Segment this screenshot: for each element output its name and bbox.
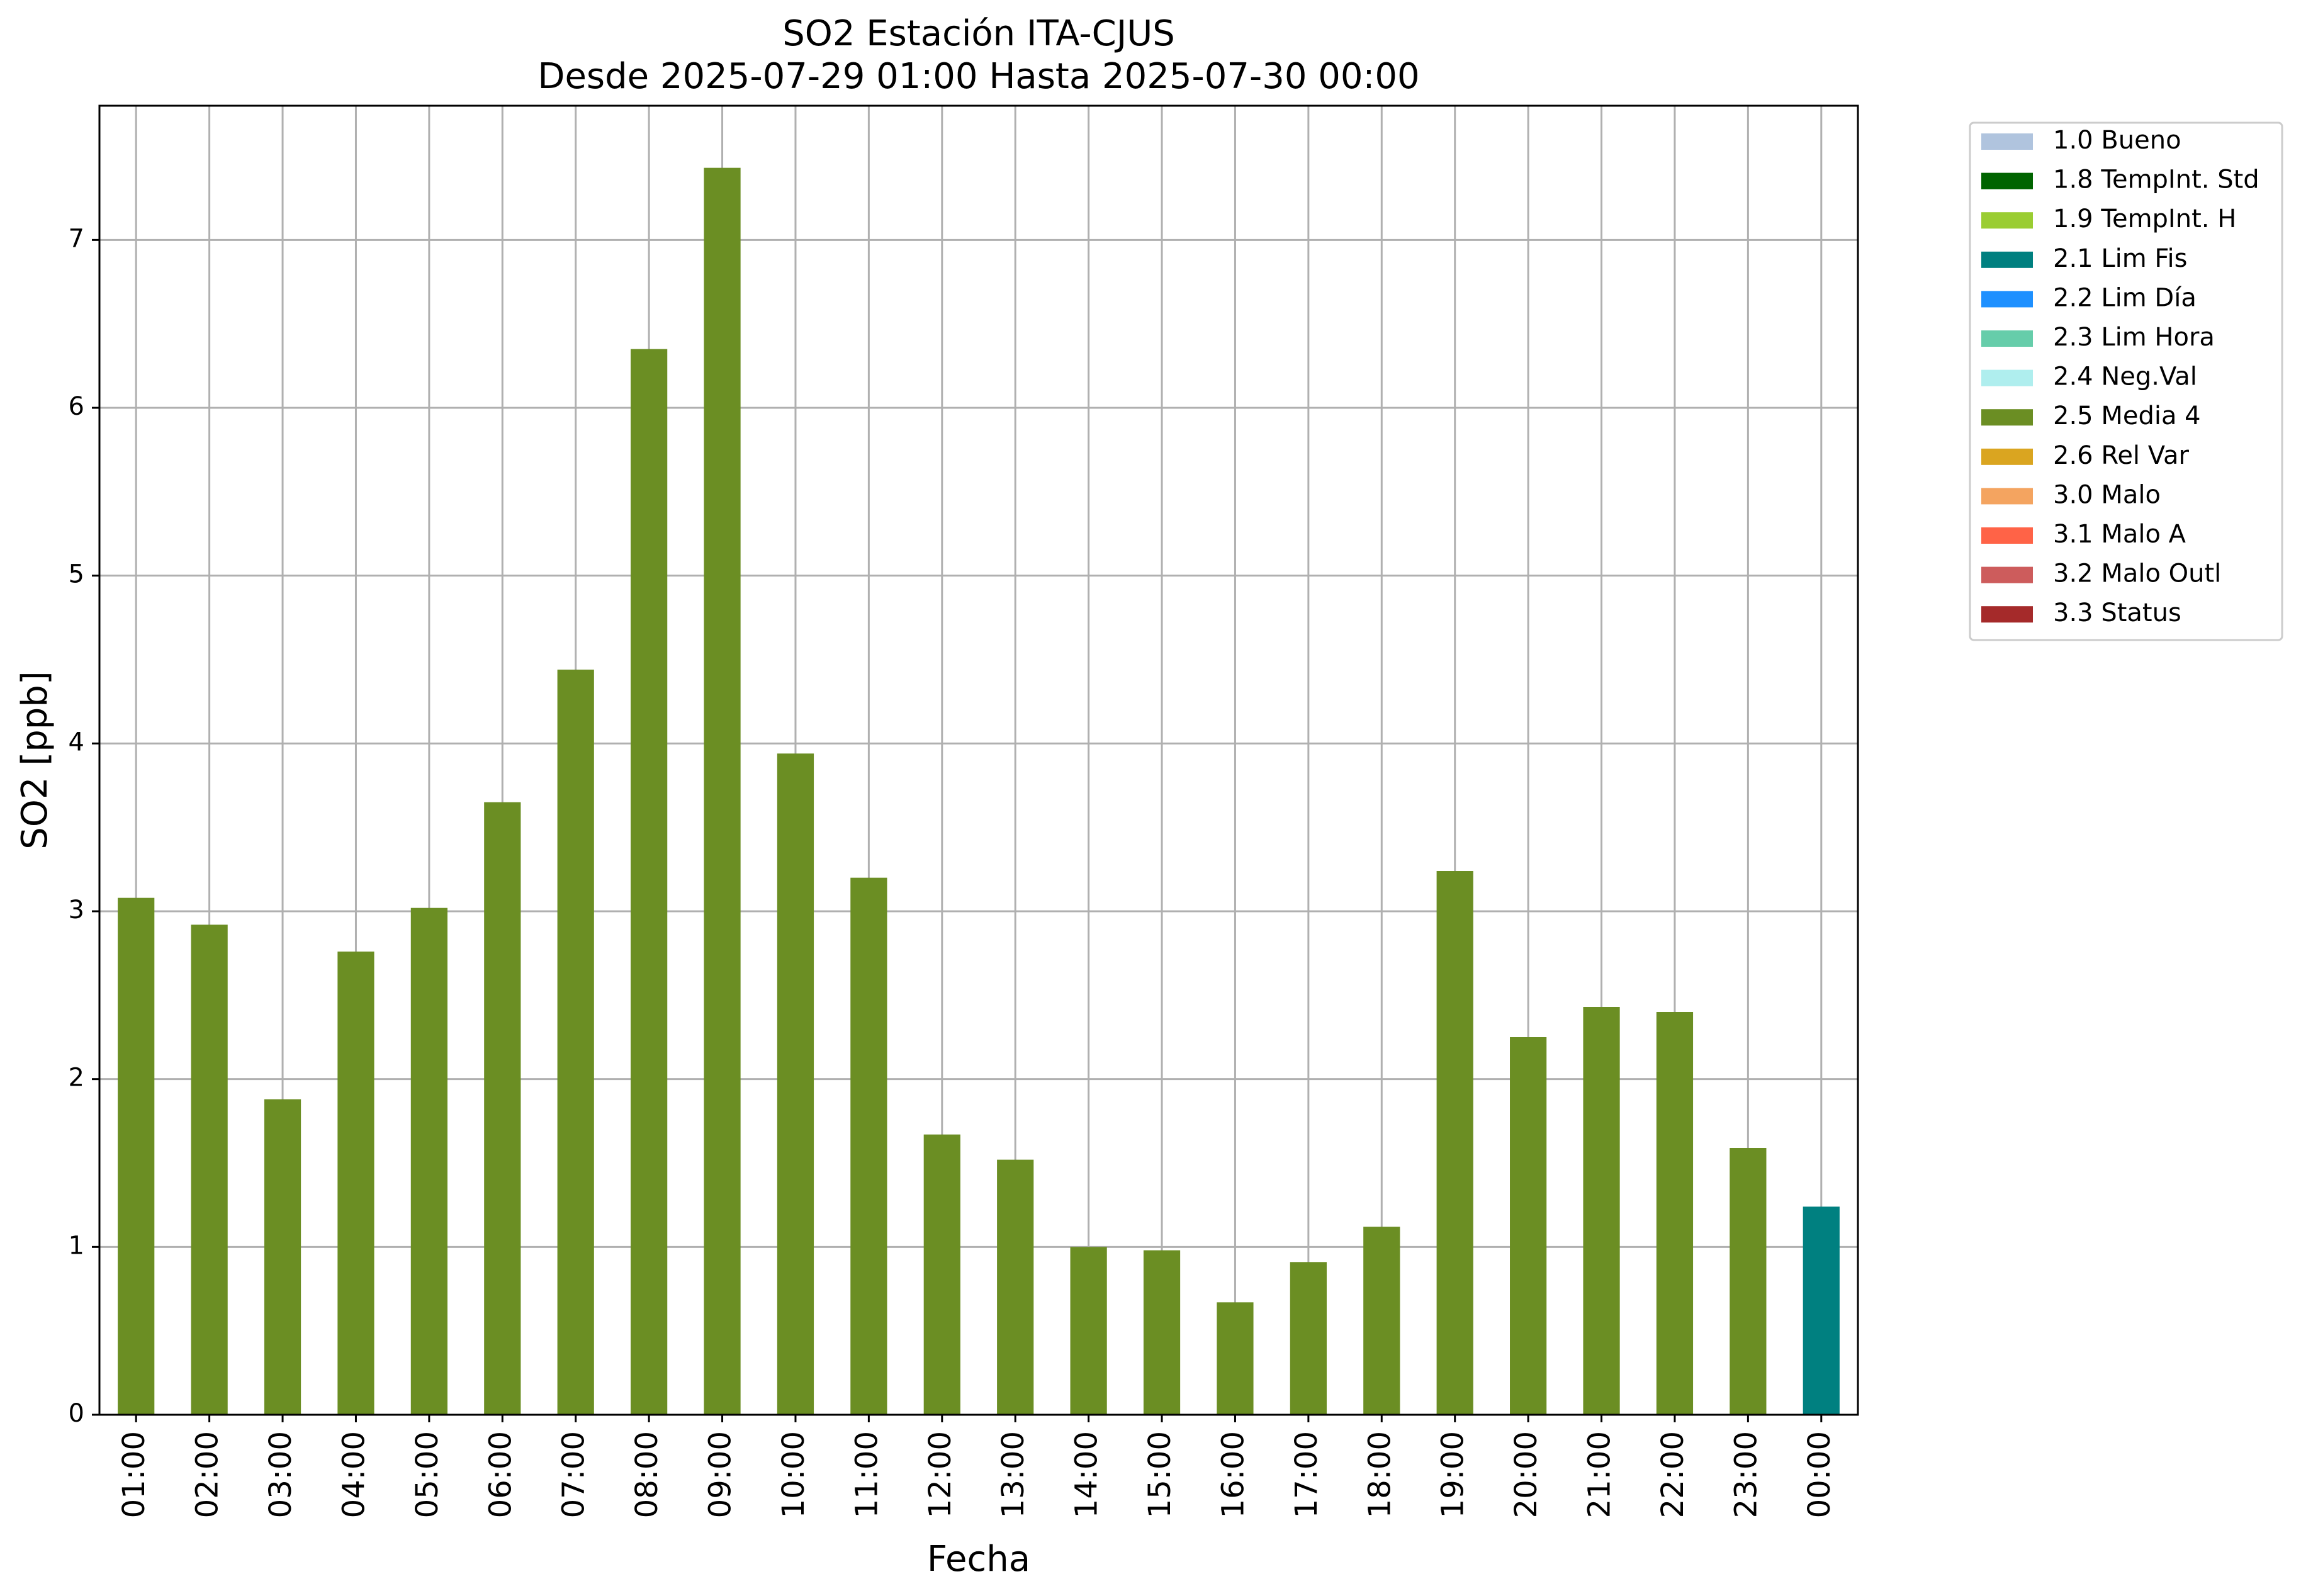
legend-label: 1.0 Bueno xyxy=(2053,126,2181,155)
x-tick-label: 22:00 xyxy=(1655,1431,1691,1518)
bar xyxy=(1070,1247,1107,1415)
bar xyxy=(777,753,814,1415)
legend-label: 3.1 Malo A xyxy=(2053,520,2186,549)
x-tick-label: 06:00 xyxy=(483,1431,518,1518)
legend-label: 1.9 TempInt. H xyxy=(2053,205,2236,233)
legend-swatch xyxy=(1981,409,2033,426)
x-tick-label: 07:00 xyxy=(556,1431,592,1518)
x-tick-label: 04:00 xyxy=(336,1431,371,1518)
bar xyxy=(1143,1250,1181,1415)
y-tick-label: 2 xyxy=(69,1064,84,1093)
bar xyxy=(631,349,668,1415)
chart-title: SO2 Estación ITA-CJUS xyxy=(782,13,1175,54)
legend-swatch xyxy=(1981,488,2033,505)
bar xyxy=(1803,1206,1840,1415)
bar xyxy=(850,877,887,1415)
bar xyxy=(1510,1037,1547,1415)
bar xyxy=(1436,871,1473,1415)
legend-swatch xyxy=(1981,172,2033,189)
bar xyxy=(118,897,155,1415)
x-tick-label: 15:00 xyxy=(1142,1431,1178,1518)
legend-label: 2.4 Neg.Val xyxy=(2053,362,2197,391)
legend-swatch xyxy=(1981,133,2033,150)
y-tick-label: 6 xyxy=(69,392,84,421)
y-tick-label: 3 xyxy=(69,896,84,924)
bar xyxy=(923,1134,960,1415)
bar xyxy=(1730,1148,1767,1415)
legend-swatch xyxy=(1981,448,2033,465)
x-tick-label: 20:00 xyxy=(1509,1431,1544,1518)
x-tick-label: 17:00 xyxy=(1289,1431,1324,1518)
x-axis-ticks: 01:00 02:00 03:00 04:00 05:00 06:00 07:00 08:00… xyxy=(116,1415,1837,1518)
x-tick-label: 23:00 xyxy=(1728,1431,1764,1518)
bar xyxy=(1363,1227,1400,1415)
legend-label: 1.8 TempInt. Std xyxy=(2053,166,2259,194)
bar xyxy=(484,802,521,1415)
legend-label: 3.3 Status xyxy=(2053,598,2181,627)
legend-label: 2.2 Lim Día xyxy=(2053,283,2197,312)
bar xyxy=(264,1099,301,1415)
x-tick-label: 02:00 xyxy=(190,1431,225,1518)
bar xyxy=(1583,1007,1620,1415)
legend-label: 2.6 Rel Var xyxy=(2053,441,2190,470)
y-tick-label: 7 xyxy=(69,224,84,253)
bar xyxy=(557,670,594,1415)
x-tick-label: 11:00 xyxy=(849,1431,884,1518)
bar xyxy=(1290,1262,1327,1415)
x-tick-label: 03:00 xyxy=(263,1431,298,1518)
x-tick-label: 08:00 xyxy=(629,1431,665,1518)
bar xyxy=(704,167,741,1415)
x-tick-label: 09:00 xyxy=(703,1431,738,1518)
bar xyxy=(337,952,374,1415)
legend-swatch xyxy=(1981,606,2033,623)
legend-swatch xyxy=(1981,527,2033,544)
x-tick-label: 00:00 xyxy=(1802,1431,1837,1518)
y-tick-label: 0 xyxy=(69,1399,84,1428)
y-tick-label: 4 xyxy=(69,728,84,756)
bars-group xyxy=(118,167,1840,1415)
x-tick-label: 19:00 xyxy=(1436,1431,1471,1518)
legend-label: 2.3 Lim Hora xyxy=(2053,323,2215,352)
x-tick-label: 01:00 xyxy=(116,1431,152,1518)
chart-subtitle: Desde 2025-07-29 01:00 Hasta 2025-07-30 … xyxy=(537,56,1419,97)
legend-label: 2.1 Lim Fis xyxy=(2053,244,2187,273)
legend-box xyxy=(1969,121,2283,641)
legend-swatch xyxy=(1981,291,2033,308)
legend-swatch xyxy=(1981,251,2033,268)
x-tick-label: 18:00 xyxy=(1362,1431,1397,1518)
x-axis-label: Fecha xyxy=(927,1539,1030,1580)
y-tick-label: 5 xyxy=(69,560,84,589)
y-tick-label: 1 xyxy=(69,1231,84,1260)
y-axis-label: SO2 [ppb] xyxy=(14,671,55,849)
plot-frame xyxy=(98,104,1859,1416)
legend-label: 3.0 Malo xyxy=(2053,480,2161,509)
x-tick-label: 16:00 xyxy=(1215,1431,1251,1518)
legend-swatch xyxy=(1981,369,2033,386)
x-tick-label: 05:00 xyxy=(410,1431,445,1518)
legend-swatch xyxy=(1981,330,2033,347)
legend-swatch xyxy=(1981,212,2033,229)
legend-swatch xyxy=(1981,566,2033,583)
x-tick-label: 21:00 xyxy=(1582,1431,1617,1518)
legend-label: 2.5 Media 4 xyxy=(2053,402,2201,430)
bar xyxy=(191,924,228,1415)
bar xyxy=(1217,1302,1254,1415)
bar xyxy=(1656,1012,1694,1415)
x-tick-label: 14:00 xyxy=(1069,1431,1105,1518)
x-tick-label: 10:00 xyxy=(776,1431,811,1518)
bar xyxy=(410,908,447,1415)
y-axis-ticks: 0 1 2 3 4 5 6 7 xyxy=(69,224,99,1428)
legend-label: 3.2 Malo Outl xyxy=(2053,559,2221,588)
bar xyxy=(997,1159,1034,1415)
x-tick-label: 12:00 xyxy=(923,1431,958,1518)
x-tick-label: 13:00 xyxy=(996,1431,1031,1518)
legend: 1.0 Bueno 1.8 TempInt. Std 1.9 TempInt. H 2… xyxy=(1969,121,2283,641)
